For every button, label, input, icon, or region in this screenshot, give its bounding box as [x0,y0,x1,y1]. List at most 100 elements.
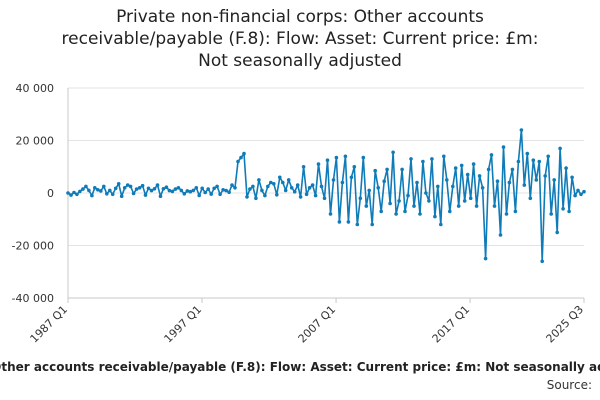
data-point[interactable] [385,167,389,172]
data-point[interactable] [66,191,70,195]
data-point[interactable] [113,186,118,191]
data-point[interactable] [495,179,500,183]
data-point[interactable] [561,207,565,211]
data-point[interactable] [143,193,148,197]
data-point[interactable] [316,162,321,166]
data-point[interactable] [322,196,327,201]
data-point[interactable] [510,167,515,172]
data-point[interactable] [194,186,199,190]
data-point[interactable] [248,187,252,191]
data-point[interactable] [263,193,267,198]
data-point[interactable] [370,222,375,227]
data-point[interactable] [468,196,473,201]
data-point[interactable] [367,188,372,193]
data-point[interactable] [540,259,544,264]
data-point[interactable] [343,154,348,159]
data-point[interactable] [352,165,357,169]
data-point[interactable] [546,154,550,159]
data-point[interactable] [409,157,413,161]
data-point[interactable] [269,180,273,185]
data-point[interactable] [149,188,154,193]
data-point[interactable] [436,184,440,189]
data-point[interactable] [406,193,410,198]
data-point[interactable] [555,230,559,235]
data-point[interactable] [200,186,204,191]
data-point[interactable] [81,187,85,191]
data-point[interactable] [137,186,142,190]
data-point[interactable] [427,199,431,203]
data-point[interactable] [516,159,521,164]
data-point[interactable] [567,209,571,214]
data-point[interactable] [301,165,306,169]
data-point[interactable] [528,196,533,201]
data-point[interactable] [167,188,172,193]
data-point[interactable] [281,180,285,185]
data-point[interactable] [131,191,136,196]
data-point[interactable] [328,212,333,216]
data-point[interactable] [102,184,106,189]
data-point[interactable] [298,195,303,199]
data-point[interactable] [146,186,151,191]
data-point[interactable] [173,187,178,191]
data-point[interactable] [570,175,574,180]
data-point[interactable] [400,167,404,172]
data-point[interactable] [382,179,387,183]
data-point[interactable] [424,191,428,195]
data-point[interactable] [134,187,139,191]
data-point[interactable] [105,192,109,196]
data-point[interactable] [239,155,243,160]
data-point[interactable] [531,158,536,162]
data-point[interactable] [418,212,422,216]
data-point[interactable] [501,145,506,149]
data-point[interactable] [203,190,207,195]
data-point[interactable] [483,256,488,261]
data-point[interactable] [116,182,121,186]
data-point[interactable] [242,151,246,156]
data-point[interactable] [218,192,222,197]
data-point[interactable] [573,193,577,198]
data-point[interactable] [84,184,88,189]
data-point[interactable] [87,188,91,193]
data-point[interactable] [96,188,100,192]
data-point[interactable] [110,192,115,197]
data-point[interactable] [161,187,166,191]
data-point[interactable] [191,188,196,193]
data-point[interactable] [391,150,395,155]
data-point[interactable] [170,189,175,194]
data-point[interactable] [164,185,169,189]
data-point[interactable] [325,158,330,162]
data-point[interactable] [158,194,163,198]
data-point[interactable] [230,183,234,187]
data-point[interactable] [498,233,503,237]
data-point[interactable] [394,212,398,216]
data-point[interactable] [579,192,583,197]
data-point[interactable] [289,186,294,190]
data-point[interactable] [451,184,455,189]
data-point[interactable] [433,214,437,219]
data-point[interactable] [552,178,556,182]
data-point[interactable] [266,184,270,189]
data-point[interactable] [346,220,351,224]
data-point[interactable] [179,188,184,193]
data-point[interactable] [108,188,112,193]
data-point[interactable] [439,222,443,227]
data-point[interactable] [340,180,345,185]
data-point[interactable] [388,201,392,206]
data-point[interactable] [295,183,300,187]
data-point[interactable] [430,157,434,161]
data-point[interactable] [286,178,291,182]
data-point[interactable] [69,193,73,197]
data-point[interactable] [448,209,452,214]
data-point[interactable] [525,151,530,156]
data-point[interactable] [182,192,187,196]
data-point[interactable] [292,189,297,194]
data-point[interactable] [245,195,249,199]
data-point[interactable] [188,189,193,194]
data-point[interactable] [75,192,79,197]
data-point[interactable] [513,209,518,214]
data-point[interactable] [304,192,309,197]
data-point[interactable] [358,196,363,201]
data-point[interactable] [90,193,94,198]
data-point[interactable] [397,199,401,203]
data-point[interactable] [471,162,476,166]
